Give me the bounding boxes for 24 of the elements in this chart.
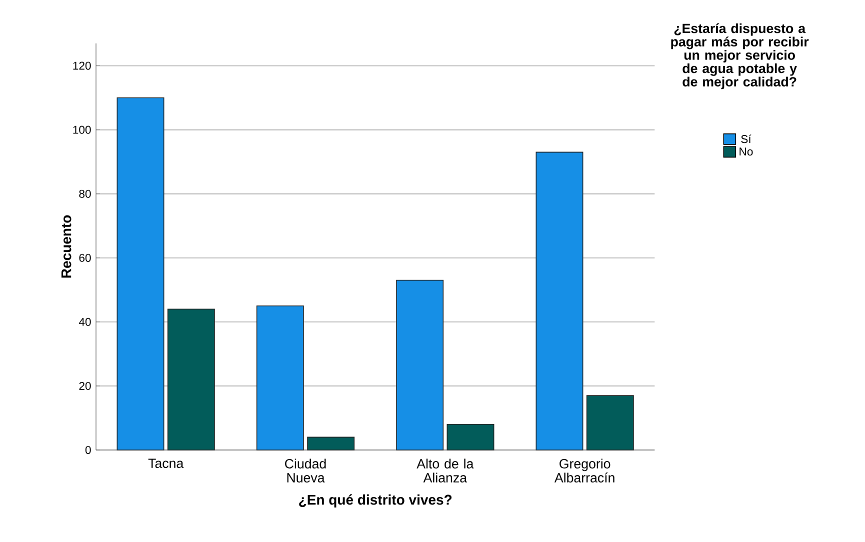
y-tick-label: 120 bbox=[73, 62, 91, 70]
x-axis-title: ¿En qué distrito vives? bbox=[299, 494, 452, 508]
x-tick-label: Tacna bbox=[148, 458, 184, 468]
bar bbox=[307, 436, 355, 450]
legend-label: No bbox=[740, 148, 753, 156]
y-tick-label: 40 bbox=[78, 318, 91, 326]
legend-title: ¿Estaría dispuesto a pagar más por recibir un mejor servicio de agua potable y de mejor calidad? bbox=[671, 23, 809, 90]
bar bbox=[396, 280, 444, 450]
x-tick-label: Gregorio Albarracín bbox=[554, 458, 614, 482]
bar bbox=[446, 424, 494, 450]
y-tick-label: 20 bbox=[79, 382, 91, 390]
y-tick-label: 60 bbox=[79, 254, 91, 262]
y-tick-label: 0 bbox=[85, 446, 91, 454]
bar bbox=[167, 308, 215, 450]
y-tick-label: 100 bbox=[73, 126, 91, 134]
bar bbox=[536, 152, 584, 450]
legend-label: Sí bbox=[741, 134, 752, 144]
bar bbox=[116, 97, 164, 450]
y-axis-title: Recuento bbox=[61, 215, 72, 278]
bar bbox=[586, 395, 634, 450]
y-tick-label: 80 bbox=[79, 190, 91, 198]
x-tick-label: Alto de la Alianza bbox=[416, 458, 474, 482]
x-tick-label: Ciudad Nueva bbox=[285, 458, 326, 482]
bar bbox=[256, 305, 304, 450]
